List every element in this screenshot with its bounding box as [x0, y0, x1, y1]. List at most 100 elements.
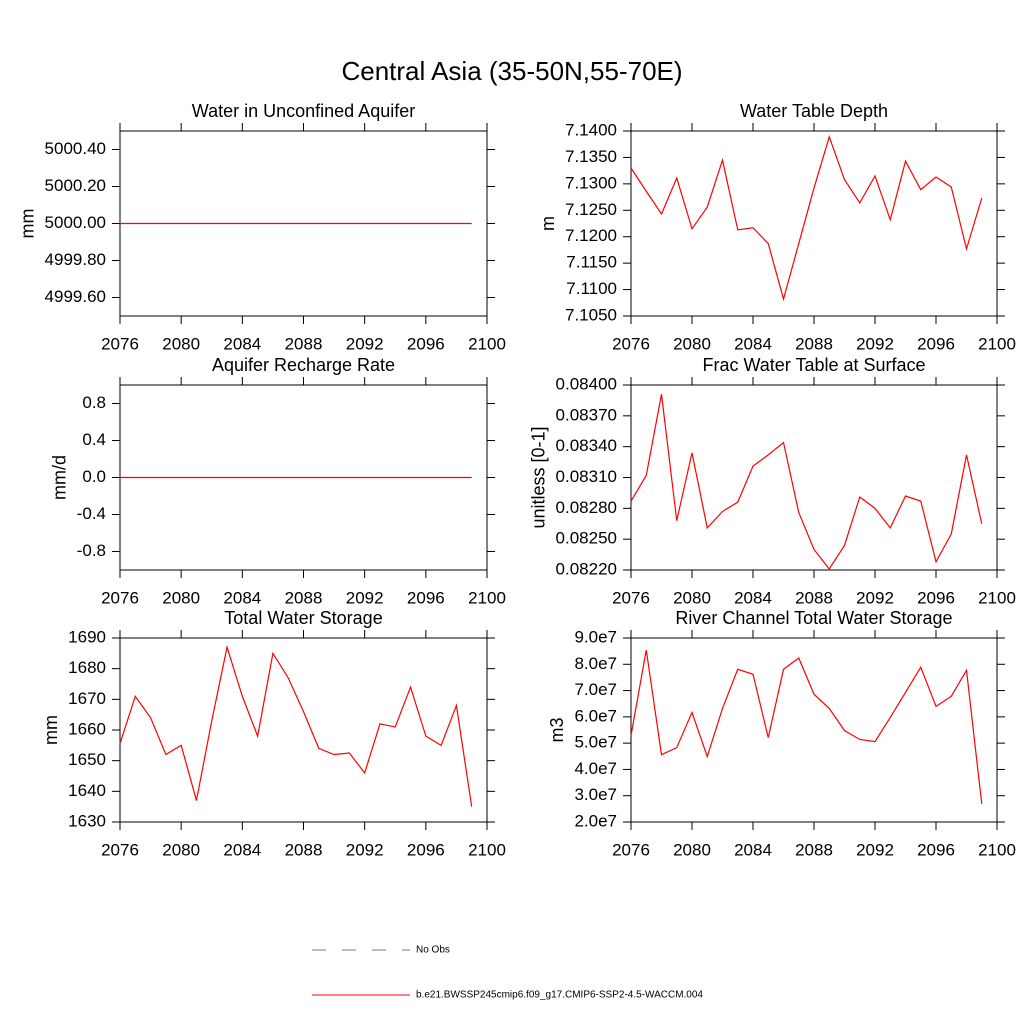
x-tick-label: 2088	[285, 588, 323, 607]
x-tick-label: 2100	[468, 588, 506, 607]
y-tick-label: 5000.00	[45, 213, 106, 232]
x-tick-label: 2092	[856, 588, 894, 607]
x-tick-label: 2096	[407, 840, 445, 859]
y-tick-label: 4999.60	[45, 287, 106, 306]
x-tick-label: 2076	[101, 840, 139, 859]
data-line	[630, 134, 983, 302]
x-tick-label: 2092	[346, 588, 384, 607]
y-tick-label: 0.08370	[556, 405, 617, 424]
y-tick-label: 1660	[68, 719, 106, 738]
x-tick-label: 2076	[101, 588, 139, 607]
y-axis-label: mm	[17, 209, 37, 239]
y-axis-label: unitless [0-1]	[528, 426, 548, 528]
y-tick-label: 0.08220	[556, 559, 617, 578]
y-tick-label: 7.1200	[565, 226, 617, 245]
x-tick-label: 2080	[162, 840, 200, 859]
data-line	[119, 644, 473, 807]
x-tick-label: 2080	[162, 588, 200, 607]
x-tick-label: 2080	[673, 588, 711, 607]
y-tick-label: 1690	[68, 627, 106, 646]
y-tick-label: 1640	[68, 781, 106, 800]
y-tick-label: 1680	[68, 658, 106, 677]
figure-title: Central Asia (35-50N,55-70E)	[341, 56, 682, 86]
legend-label: b.e21.BWSSP245cmip6.f09_g17.CMIP6-SSP2-4…	[416, 990, 703, 1001]
panel-title: Water in Unconfined Aquifer	[192, 101, 415, 121]
data-line	[630, 649, 983, 804]
x-tick-label: 2096	[407, 334, 445, 353]
x-tick-label: 2076	[101, 334, 139, 353]
y-tick-label: 7.1050	[565, 305, 617, 324]
x-tick-label: 2092	[346, 334, 384, 353]
y-tick-label: 0.8	[82, 393, 106, 412]
x-tick-label: 2092	[346, 840, 384, 859]
y-tick-label: -0.4	[77, 504, 106, 523]
y-tick-label: 8.0e7	[574, 654, 617, 673]
x-tick-label: 2076	[612, 588, 650, 607]
y-tick-label: 9.0e7	[574, 627, 617, 646]
y-tick-label: 7.1400	[565, 120, 617, 139]
y-tick-label: 6.0e7	[574, 706, 617, 725]
y-tick-label: 7.1300	[565, 173, 617, 192]
x-tick-label: 2084	[223, 588, 261, 607]
plot-frame	[119, 637, 488, 823]
x-tick-label: 2076	[612, 840, 650, 859]
y-tick-label: 5000.40	[45, 139, 106, 158]
y-tick-label: 1670	[68, 689, 106, 708]
data-line	[630, 394, 983, 571]
x-tick-label: 2088	[795, 840, 833, 859]
x-tick-label: 2088	[795, 588, 833, 607]
y-tick-label: 4999.80	[45, 250, 106, 269]
y-tick-label: 7.1250	[565, 200, 617, 219]
y-tick-label: 0.08340	[556, 436, 617, 455]
y-tick-label: 4.0e7	[574, 759, 617, 778]
y-tick-label: 0.08310	[556, 467, 617, 486]
plot-frame	[630, 637, 998, 823]
x-tick-label: 2088	[795, 334, 833, 353]
x-tick-label: 2100	[978, 840, 1016, 859]
y-tick-label: 1650	[68, 750, 106, 769]
y-tick-label: 0.4	[82, 430, 106, 449]
x-tick-label: 2096	[407, 588, 445, 607]
x-tick-label: 2080	[162, 334, 200, 353]
plot-frame	[630, 130, 998, 317]
panel-title: Total Water Storage	[224, 608, 382, 628]
x-tick-label: 2080	[673, 334, 711, 353]
y-tick-label: -0.8	[77, 541, 106, 560]
x-tick-label: 2084	[223, 334, 261, 353]
y-tick-label: 2.0e7	[574, 811, 617, 830]
y-axis-label: mm/d	[49, 455, 69, 500]
y-tick-label: 5.0e7	[574, 733, 617, 752]
legend-label: No Obs	[416, 945, 450, 956]
x-tick-label: 2080	[673, 840, 711, 859]
x-tick-label: 2096	[917, 334, 955, 353]
y-tick-label: 5000.20	[45, 176, 106, 195]
x-tick-label: 2100	[978, 588, 1016, 607]
y-tick-label: 3.0e7	[574, 785, 617, 804]
y-tick-label: 7.1150	[566, 253, 617, 272]
panel-title: Water Table Depth	[740, 101, 888, 121]
x-tick-label: 2100	[978, 334, 1016, 353]
panel-title: Aquifer Recharge Rate	[212, 355, 395, 375]
y-tick-label: 0.08280	[556, 498, 617, 517]
x-tick-label: 2084	[734, 588, 772, 607]
x-tick-label: 2100	[468, 840, 506, 859]
x-tick-label: 2096	[917, 840, 955, 859]
x-tick-label: 2084	[734, 334, 772, 353]
y-axis-label: m3	[547, 717, 567, 742]
y-tick-label: 0.08250	[556, 529, 617, 548]
y-tick-label: 7.0e7	[574, 680, 617, 699]
x-tick-label: 2096	[917, 588, 955, 607]
panel-title: Frac Water Table at Surface	[702, 355, 925, 375]
x-tick-label: 2084	[734, 840, 772, 859]
y-axis-label: m	[538, 216, 558, 231]
y-tick-label: 1630	[68, 811, 106, 830]
x-tick-label: 2088	[285, 334, 323, 353]
x-tick-label: 2084	[223, 840, 261, 859]
x-tick-label: 2088	[285, 840, 323, 859]
y-axis-label: mm	[41, 715, 61, 745]
y-tick-label: 0.08400	[556, 374, 617, 393]
panel-title: River Channel Total Water Storage	[675, 608, 952, 628]
x-tick-label: 2100	[468, 334, 506, 353]
x-tick-label: 2092	[856, 840, 894, 859]
